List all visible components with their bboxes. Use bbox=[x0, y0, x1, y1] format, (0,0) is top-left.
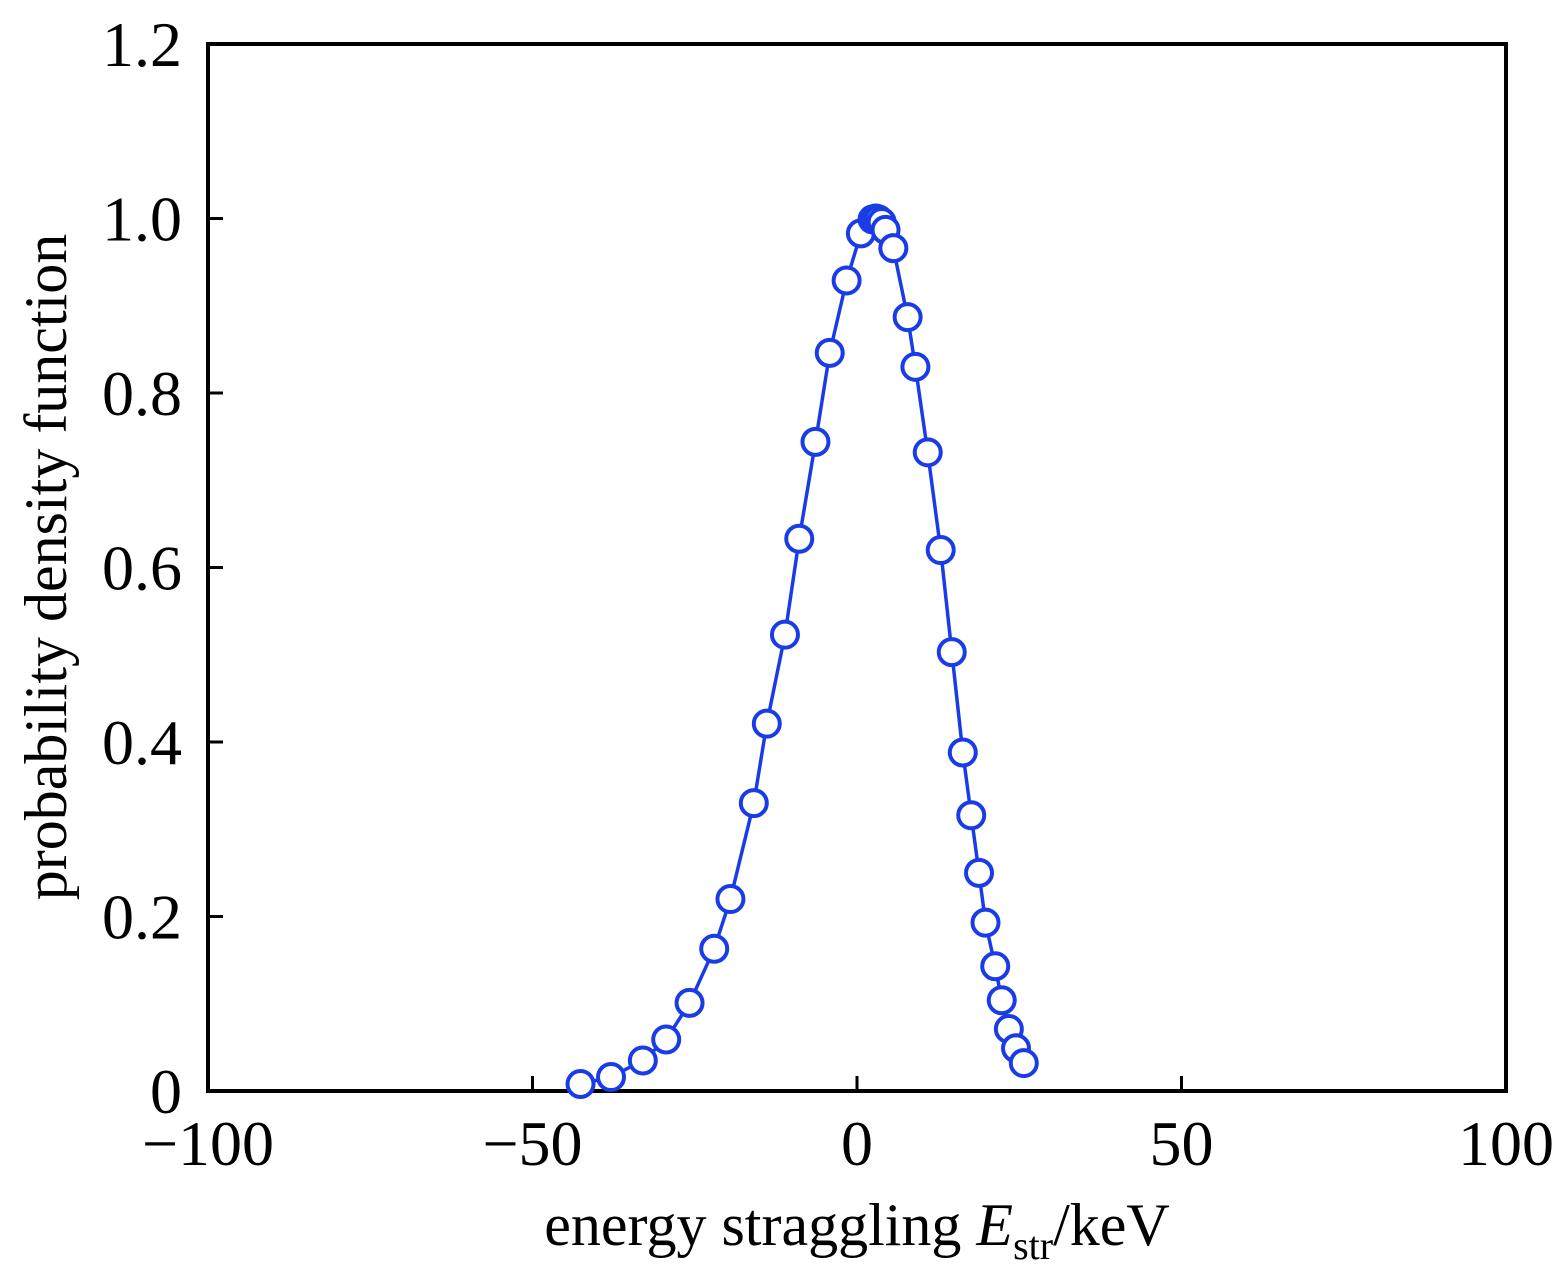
x-tick-label: −100 bbox=[142, 1108, 274, 1179]
data-point bbox=[800, 426, 831, 457]
y-tick-label: 0.4 bbox=[102, 707, 182, 778]
x-tick-label: 50 bbox=[1150, 1108, 1214, 1179]
x-axis-title-symbol: E bbox=[975, 1192, 1013, 1258]
series-points bbox=[565, 203, 1039, 1100]
data-point bbox=[738, 788, 769, 819]
data-point bbox=[784, 523, 815, 554]
x-axis-title-subscript: str bbox=[1013, 1223, 1053, 1268]
data-point bbox=[986, 985, 1017, 1016]
data-point bbox=[814, 337, 845, 368]
data-point bbox=[878, 233, 909, 264]
y-tick-label: 1.0 bbox=[102, 184, 182, 255]
data-point bbox=[980, 951, 1011, 982]
plot-frame bbox=[206, 42, 1508, 1093]
data-point bbox=[936, 637, 967, 668]
y-tick-label: 0.2 bbox=[102, 882, 182, 953]
data-point bbox=[970, 907, 1001, 938]
data-point bbox=[831, 265, 862, 296]
x-tick-label: −50 bbox=[482, 1108, 582, 1179]
x-axis-ticks: −100 −50 0 50 100 bbox=[142, 1076, 1554, 1179]
y-tick-label: 0 bbox=[150, 1056, 182, 1127]
data-point bbox=[751, 708, 782, 739]
x-tick-label: 100 bbox=[1458, 1108, 1554, 1179]
x-axis-title: energy straggling Estr/keV bbox=[544, 1192, 1169, 1268]
y-axis-ticks: 0 0.2 0.4 0.6 0.8 1.0 1.2 bbox=[102, 9, 223, 1127]
data-point bbox=[769, 619, 800, 650]
data-point bbox=[565, 1069, 596, 1100]
data-point bbox=[892, 302, 923, 333]
y-tick-label: 1.2 bbox=[102, 9, 182, 80]
y-tick-label: 0.8 bbox=[102, 358, 182, 429]
x-axis-title-prefix: energy straggling bbox=[544, 1192, 976, 1258]
data-point bbox=[956, 800, 987, 831]
data-point bbox=[925, 535, 956, 566]
data-point bbox=[900, 351, 931, 382]
x-tick-label: 0 bbox=[841, 1108, 873, 1179]
data-point bbox=[674, 987, 705, 1018]
data-point bbox=[947, 737, 978, 768]
data-point bbox=[964, 857, 995, 888]
data-point bbox=[596, 1062, 627, 1093]
data-point bbox=[699, 933, 730, 964]
y-tick-label: 0.6 bbox=[102, 533, 182, 604]
data-point bbox=[1008, 1048, 1039, 1079]
data-point bbox=[912, 437, 943, 468]
data-point bbox=[715, 884, 746, 915]
data-point bbox=[651, 1024, 682, 1055]
y-axis-title: probability density function bbox=[13, 234, 79, 901]
data-point bbox=[627, 1045, 658, 1076]
x-axis-title-suffix: /keV bbox=[1053, 1192, 1170, 1258]
